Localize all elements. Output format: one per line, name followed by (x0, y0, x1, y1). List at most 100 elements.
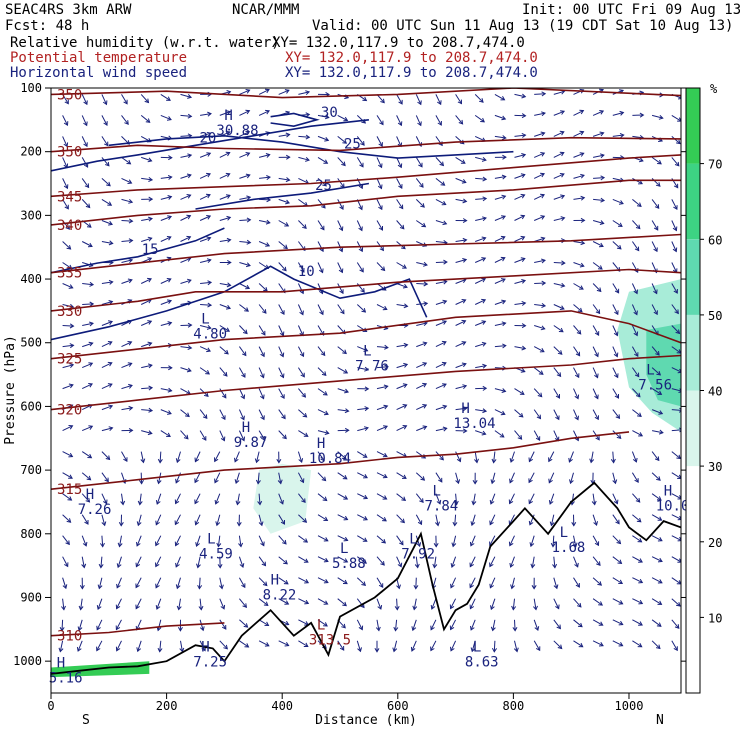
wind-arrow (101, 300, 114, 305)
wind-arrow (356, 577, 367, 586)
wind-arrow (671, 220, 678, 232)
wind-arrow (612, 619, 624, 626)
wind-arrow (671, 304, 679, 315)
wind-arrow (533, 640, 541, 652)
wind-arrow (160, 321, 173, 326)
x-tick-label: 400 (271, 699, 293, 713)
wind-arrow (219, 430, 226, 442)
wind-arrow (394, 598, 400, 611)
colorbar-tick-label: 50 (708, 309, 722, 323)
wind-arrow (553, 577, 559, 590)
wind-arrow (157, 451, 163, 464)
wind-arrow (180, 173, 192, 179)
wind-arrow (121, 278, 133, 284)
wind-arrow (534, 91, 547, 97)
wind-arrow (317, 135, 330, 142)
wind-arrow (573, 240, 586, 246)
wind-arrow (652, 429, 664, 435)
wind-arrow (78, 598, 84, 611)
wind-arrow (416, 341, 428, 348)
wind-arrow (255, 472, 261, 485)
relative-humidity-shading (51, 279, 681, 678)
wind-arrow (199, 430, 207, 441)
wind-arrow (337, 472, 348, 480)
wind-arrow (356, 304, 367, 313)
wind-arrow (511, 598, 517, 611)
wind-contour-20 (51, 119, 369, 172)
wind-contour-30 (270, 112, 320, 128)
wind-arrow (82, 425, 94, 432)
rh-patch-mid (253, 463, 312, 534)
wind-arrow (356, 598, 365, 609)
wind-arrow (76, 640, 83, 652)
wind-arrow (135, 598, 142, 610)
wind-arrow (489, 493, 496, 505)
extremum-marker: L (646, 363, 654, 379)
wind-arrow (198, 598, 204, 611)
wind-arrow (337, 535, 349, 542)
wind-arrow (651, 451, 660, 462)
wind-arrow (494, 114, 507, 121)
wind-arrow (219, 577, 224, 590)
wind-arrow (337, 199, 344, 210)
wind-arrow (528, 472, 535, 484)
wind-arrow (514, 257, 526, 263)
wind-arrow (79, 577, 85, 590)
wind-arrow (396, 199, 404, 210)
wind-arrow (592, 304, 601, 315)
wind-arrow (239, 173, 251, 179)
wind-arrow (533, 172, 545, 179)
wind-arrow (451, 535, 457, 548)
wind-arrow (278, 598, 290, 605)
wind-arrow (278, 430, 287, 440)
wind-arrow (140, 277, 152, 284)
wind-arrow (449, 619, 457, 631)
wind-arrow (573, 640, 584, 648)
wind-arrow (651, 114, 664, 120)
wind-arrow (592, 346, 599, 358)
colorbar-swatch (686, 314, 700, 391)
wind-arrow (155, 556, 162, 568)
wind-arrow (573, 556, 579, 568)
wind-arrow (234, 451, 240, 463)
wind-arrow (435, 340, 447, 348)
wind-arrow (671, 640, 678, 652)
wind-arrow (472, 472, 478, 485)
wind-arrow (238, 535, 244, 548)
y-tick-label: 1000 (13, 654, 42, 668)
wind-arrow (62, 115, 69, 127)
wind-arrow (298, 598, 310, 605)
wind-arrow (136, 535, 142, 547)
wind-arrow (514, 388, 525, 395)
wind-arrow (219, 151, 231, 158)
wind-arrow (337, 136, 348, 144)
colorbar-swatch (686, 466, 700, 542)
rh-patch-east-core (646, 323, 681, 407)
wind-arrow (416, 281, 429, 287)
wind-arrow (239, 217, 252, 223)
wind-arrow (396, 136, 403, 148)
theta-contour-label: 330 (57, 304, 82, 320)
wind-arrow (197, 577, 203, 590)
wind-arrow (534, 152, 546, 158)
wind-arrow (450, 556, 457, 569)
wind-arrow (337, 451, 347, 460)
wind-arrow (258, 556, 267, 567)
wind-arrow (357, 366, 370, 372)
wind-arrow (138, 472, 144, 485)
wind-arrow (651, 241, 658, 253)
wind-arrow (475, 408, 488, 414)
wind-arrow (317, 430, 330, 435)
wind-arrow (548, 493, 555, 505)
wind-arrow (494, 343, 507, 349)
wind-arrow (553, 130, 565, 137)
field-rh-name: Relative humidity (w.r.t. water) (10, 35, 280, 51)
wind-arrow (494, 174, 507, 180)
wind-arrow (491, 451, 497, 464)
y-tick-label: 700 (20, 463, 42, 477)
wind-arrow (396, 94, 403, 105)
wind-arrow (550, 535, 556, 548)
wind-arrow (396, 157, 403, 169)
wind-arrow (238, 430, 245, 442)
wind-arrow (194, 472, 201, 484)
